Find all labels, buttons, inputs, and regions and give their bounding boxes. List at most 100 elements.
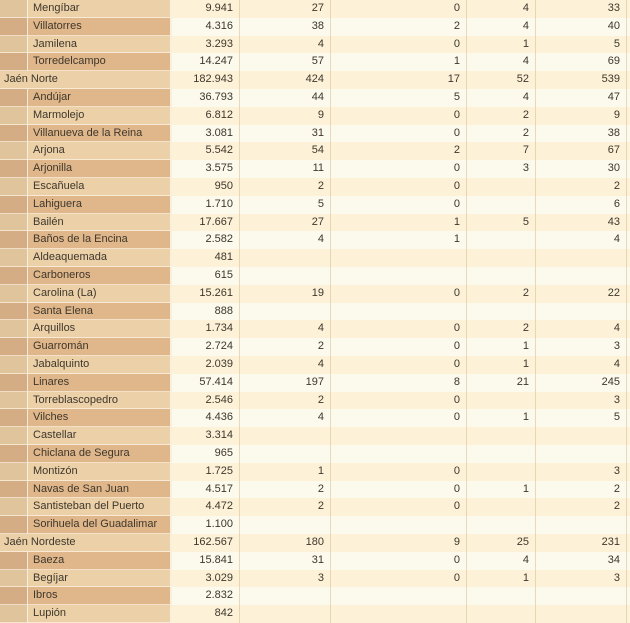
indent-strip [0,480,28,499]
stat-value-3: 4 [467,53,536,72]
table-row[interactable]: Arquillos 1.734 4 0 2 4 [0,320,630,339]
municipality-name: Arquillos [33,322,76,335]
table-row[interactable]: Ibros 2.832 [0,587,630,606]
municipality-name-cell: Escañuela [0,177,172,196]
municipality-name: Santisteban del Puerto [33,500,145,513]
stat-value-4: 2 [536,177,627,196]
table-row[interactable]: Jaén Nordeste 162.567 180 9 25 231 [0,533,630,552]
table-row[interactable]: Montizón 1.725 1 0 3 [0,462,630,481]
table-row[interactable]: Linares 57.414 197 8 21 245 [0,373,630,392]
population-value: 5.542 [172,142,240,161]
next-column-sliver [627,498,630,517]
stat-value-1 [240,302,331,321]
municipality-name-cell: Baeza [0,551,172,570]
municipality-name: Arjona [33,144,65,157]
stat-value-3: 2 [467,106,536,125]
stat-value-2 [331,249,467,267]
indent-strip [0,195,28,214]
population-value: 3.029 [172,569,240,588]
stat-value-2 [331,516,467,534]
stat-value-4: 33 [536,0,627,18]
stat-value-4: 22 [536,284,627,303]
municipality-name: Guarromán [33,340,89,353]
municipality-name: Villatorres [33,19,82,32]
table-row[interactable]: Jaén Norte 182.943 424 17 52 539 [0,71,630,89]
population-value: 4.436 [172,409,240,428]
table-row[interactable]: Torreblascopedro 2.546 2 0 3 [0,391,630,410]
table-row[interactable]: Escañuela 950 2 0 2 [0,177,630,196]
table-row[interactable]: Torredelcampo 14.247 57 1 4 69 [0,53,630,72]
table-row[interactable]: Aldeaquemada 481 [0,249,630,267]
stat-value-2: 0 [331,320,467,339]
stat-value-4: 539 [536,71,627,89]
municipality-name: Marmolejo [33,108,85,121]
stat-value-2: 0 [331,409,467,428]
table-row[interactable]: Santa Elena 888 [0,302,630,321]
municipality-name-cell: Linares [0,373,172,392]
population-value: 2.832 [172,587,240,606]
population-value: 17.667 [172,213,240,232]
stat-value-3: 25 [467,533,536,552]
stat-value-1: 3 [240,569,331,588]
table-row[interactable]: Lupión 842 [0,605,630,623]
table-row[interactable]: Chiclana de Segura 965 [0,444,630,463]
municipality-name: Vilches [33,411,69,424]
population-value: 1.100 [172,516,240,534]
stat-value-1: 11 [240,160,331,178]
stat-value-1 [240,605,331,623]
stat-value-1: 4 [240,355,331,374]
table-row[interactable]: Marmolejo 6.812 9 0 2 9 [0,106,630,125]
stat-value-3 [467,249,536,267]
next-column-sliver [627,284,630,303]
indent-strip [0,373,28,392]
next-column-sliver [627,195,630,214]
table-row[interactable]: Mengíbar 9.941 27 0 4 33 [0,0,630,18]
indent-strip [0,106,28,125]
stat-value-2: 0 [331,355,467,374]
table-row[interactable]: Baeza 15.841 31 0 4 34 [0,551,630,570]
next-column-sliver [627,409,630,428]
table-row[interactable]: Begíjar 3.029 3 0 1 3 [0,569,630,588]
table-row[interactable]: Baños de la Encina 2.582 4 1 4 [0,231,630,250]
indent-strip [0,338,28,356]
municipality-name-cell: Arquillos [0,320,172,339]
table-row[interactable]: Carboneros 615 [0,266,630,285]
table-row[interactable]: Andújar 36.793 44 5 4 47 [0,88,630,107]
stat-value-3 [467,195,536,214]
table-row[interactable]: Lahiguera 1.710 5 0 6 [0,195,630,214]
municipality-name-cell: Navas de San Juan [0,480,172,499]
next-column-sliver [627,266,630,285]
table-row[interactable]: Sorihuela del Guadalimar 1.100 [0,516,630,534]
table-row[interactable]: Arjona 5.542 54 2 7 67 [0,142,630,161]
indent-strip [0,444,28,463]
table-row[interactable]: Arjonilla 3.575 11 0 3 30 [0,160,630,178]
table-row[interactable]: Villanueva de la Reina 3.081 31 0 2 38 [0,124,630,143]
next-column-sliver [627,569,630,588]
stat-value-2: 0 [331,338,467,356]
table-row[interactable]: Jabalquinto 2.039 4 0 1 4 [0,355,630,374]
municipality-name: Begíjar [33,571,68,584]
municipality-name: Santa Elena [33,304,93,317]
next-column-sliver [627,462,630,481]
population-value: 965 [172,444,240,463]
population-value: 3.081 [172,124,240,143]
table-row[interactable]: Carolina (La) 15.261 19 0 2 22 [0,284,630,303]
table-row[interactable]: Bailén 17.667 27 1 5 43 [0,213,630,232]
stat-value-2 [331,444,467,463]
stat-value-4: 40 [536,17,627,36]
table-row[interactable]: Castellar 3.314 [0,427,630,445]
table-row[interactable]: Villatorres 4.316 38 2 4 40 [0,17,630,36]
stat-value-3: 4 [467,88,536,107]
next-column-sliver [627,124,630,143]
table-row[interactable]: Santisteban del Puerto 4.472 2 0 2 [0,498,630,517]
indent-strip [0,551,28,570]
table-row[interactable]: Jamilena 3.293 4 0 1 5 [0,35,630,54]
next-column-sliver [627,444,630,463]
municipality-name-cell: Torreblascopedro [0,391,172,410]
table-row[interactable]: Navas de San Juan 4.517 2 0 1 2 [0,480,630,499]
table-row[interactable]: Guarromán 2.724 2 0 1 3 [0,338,630,356]
stat-value-1: 27 [240,213,331,232]
table-row[interactable]: Vilches 4.436 4 0 1 5 [0,409,630,428]
stat-value-4: 3 [536,338,627,356]
